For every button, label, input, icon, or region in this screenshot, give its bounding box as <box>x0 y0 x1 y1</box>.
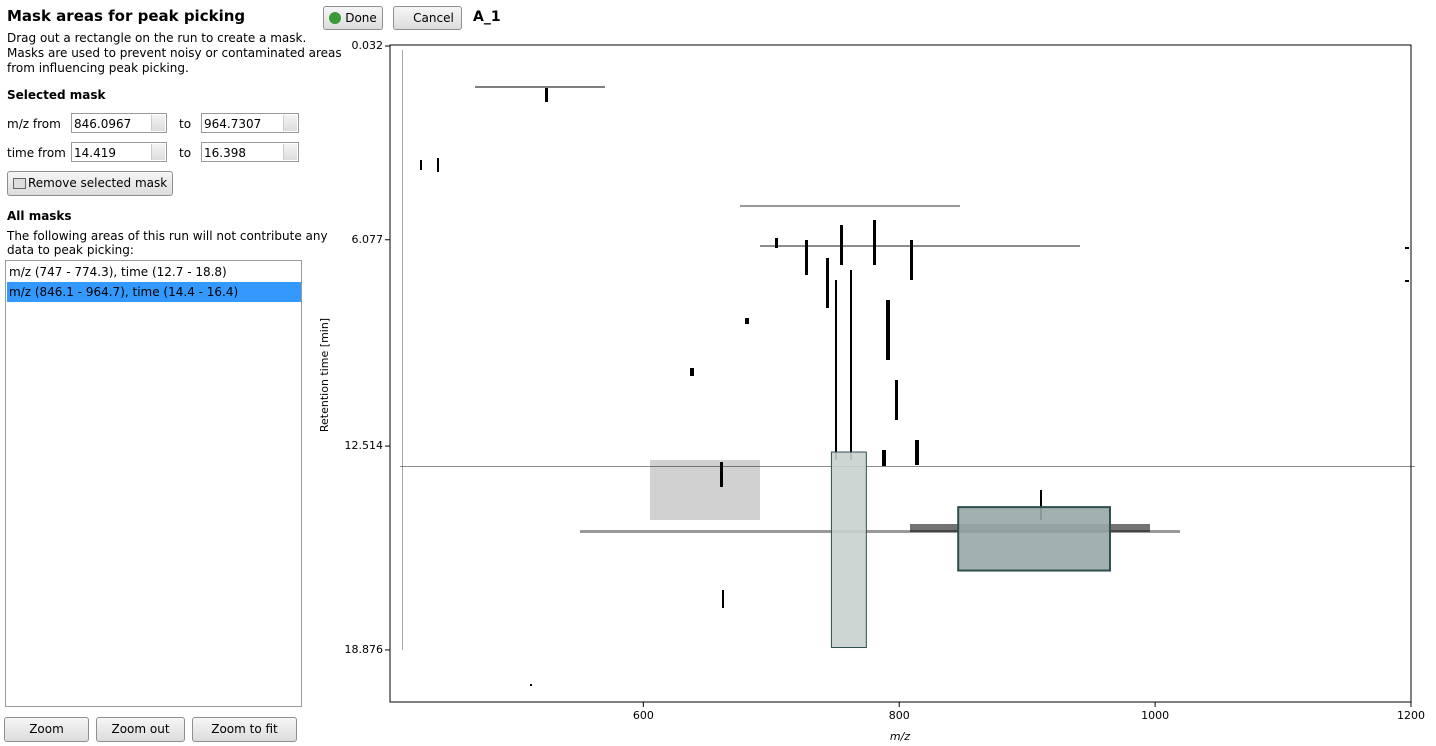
heading: Selected mask <box>7 88 106 102</box>
instruction: from influencing peak picking. <box>7 61 189 75</box>
time-from-input[interactable]: 14.419 <box>71 142 167 162</box>
label: Done <box>345 11 377 25</box>
label: m/z from <box>7 117 61 131</box>
label: to <box>179 117 192 131</box>
y-tick-label: 18.876 <box>345 643 384 656</box>
instruction: Masks are used to prevent noisy or conta… <box>7 46 342 60</box>
panel-title: Mask areas for peak picking <box>7 7 246 25</box>
mz-to-input[interactable]: 964.7307 <box>201 113 299 133</box>
icon <box>13 178 26 189</box>
x-tick-label: 800 <box>889 709 910 722</box>
y-tick-label: 6.077 <box>352 233 384 246</box>
label: Cancel <box>413 11 454 25</box>
x-axis-label: m/z <box>890 730 910 743</box>
x-tick-label: 600 <box>633 709 654 722</box>
x-tick-label: 1200 <box>1397 709 1425 722</box>
mask <box>957 506 1111 572</box>
y-tick-label: 0.032 <box>352 39 384 52</box>
label: Remove selected mask <box>28 176 168 190</box>
mask <box>830 451 867 649</box>
peaks <box>400 50 1415 686</box>
cancel-button[interactable]: Cancel <box>393 6 462 30</box>
value: 16.398 <box>204 146 246 160</box>
label: time from <box>7 146 66 160</box>
heading: All masks <box>7 209 72 223</box>
zoom-button[interactable]: Zoom <box>4 717 89 742</box>
mask-list: m/z (747 - 774.3), time (12.7 - 18.8) m/… <box>5 260 302 707</box>
mz-from-input[interactable]: 846.0967 <box>71 113 167 133</box>
icon <box>329 12 341 24</box>
mask-item[interactable]: m/z (747 - 774.3), time (12.7 - 18.8) <box>9 265 227 279</box>
time-to-input[interactable]: 16.398 <box>201 142 299 162</box>
run-title: A_1 <box>473 9 501 25</box>
done-button[interactable]: Done <box>323 6 383 30</box>
instruction: Drag out a rectangle on the run to creat… <box>7 31 307 45</box>
description: data to peak picking: <box>7 243 134 257</box>
zoom-out-button[interactable]: Zoom out <box>96 717 185 742</box>
remove-button[interactable]: Remove selected mask <box>7 171 173 196</box>
y-tick-label: 12.514 <box>345 439 384 452</box>
x-tick-label: 1000 <box>1141 709 1169 722</box>
plot-frame <box>389 44 1412 703</box>
y-axis-label: Retention time [min] <box>318 318 331 432</box>
label: to <box>179 146 192 160</box>
zoom-fit-button[interactable]: Zoom to fit <box>192 717 297 742</box>
description: The following areas of this run will not… <box>7 229 328 243</box>
value: 846.0967 <box>74 117 132 131</box>
mask-item-selected[interactable]: m/z (846.1 - 964.7), time (14.4 - 16.4) <box>7 282 301 302</box>
value: 964.7307 <box>204 117 262 131</box>
value: 14.419 <box>74 146 116 160</box>
